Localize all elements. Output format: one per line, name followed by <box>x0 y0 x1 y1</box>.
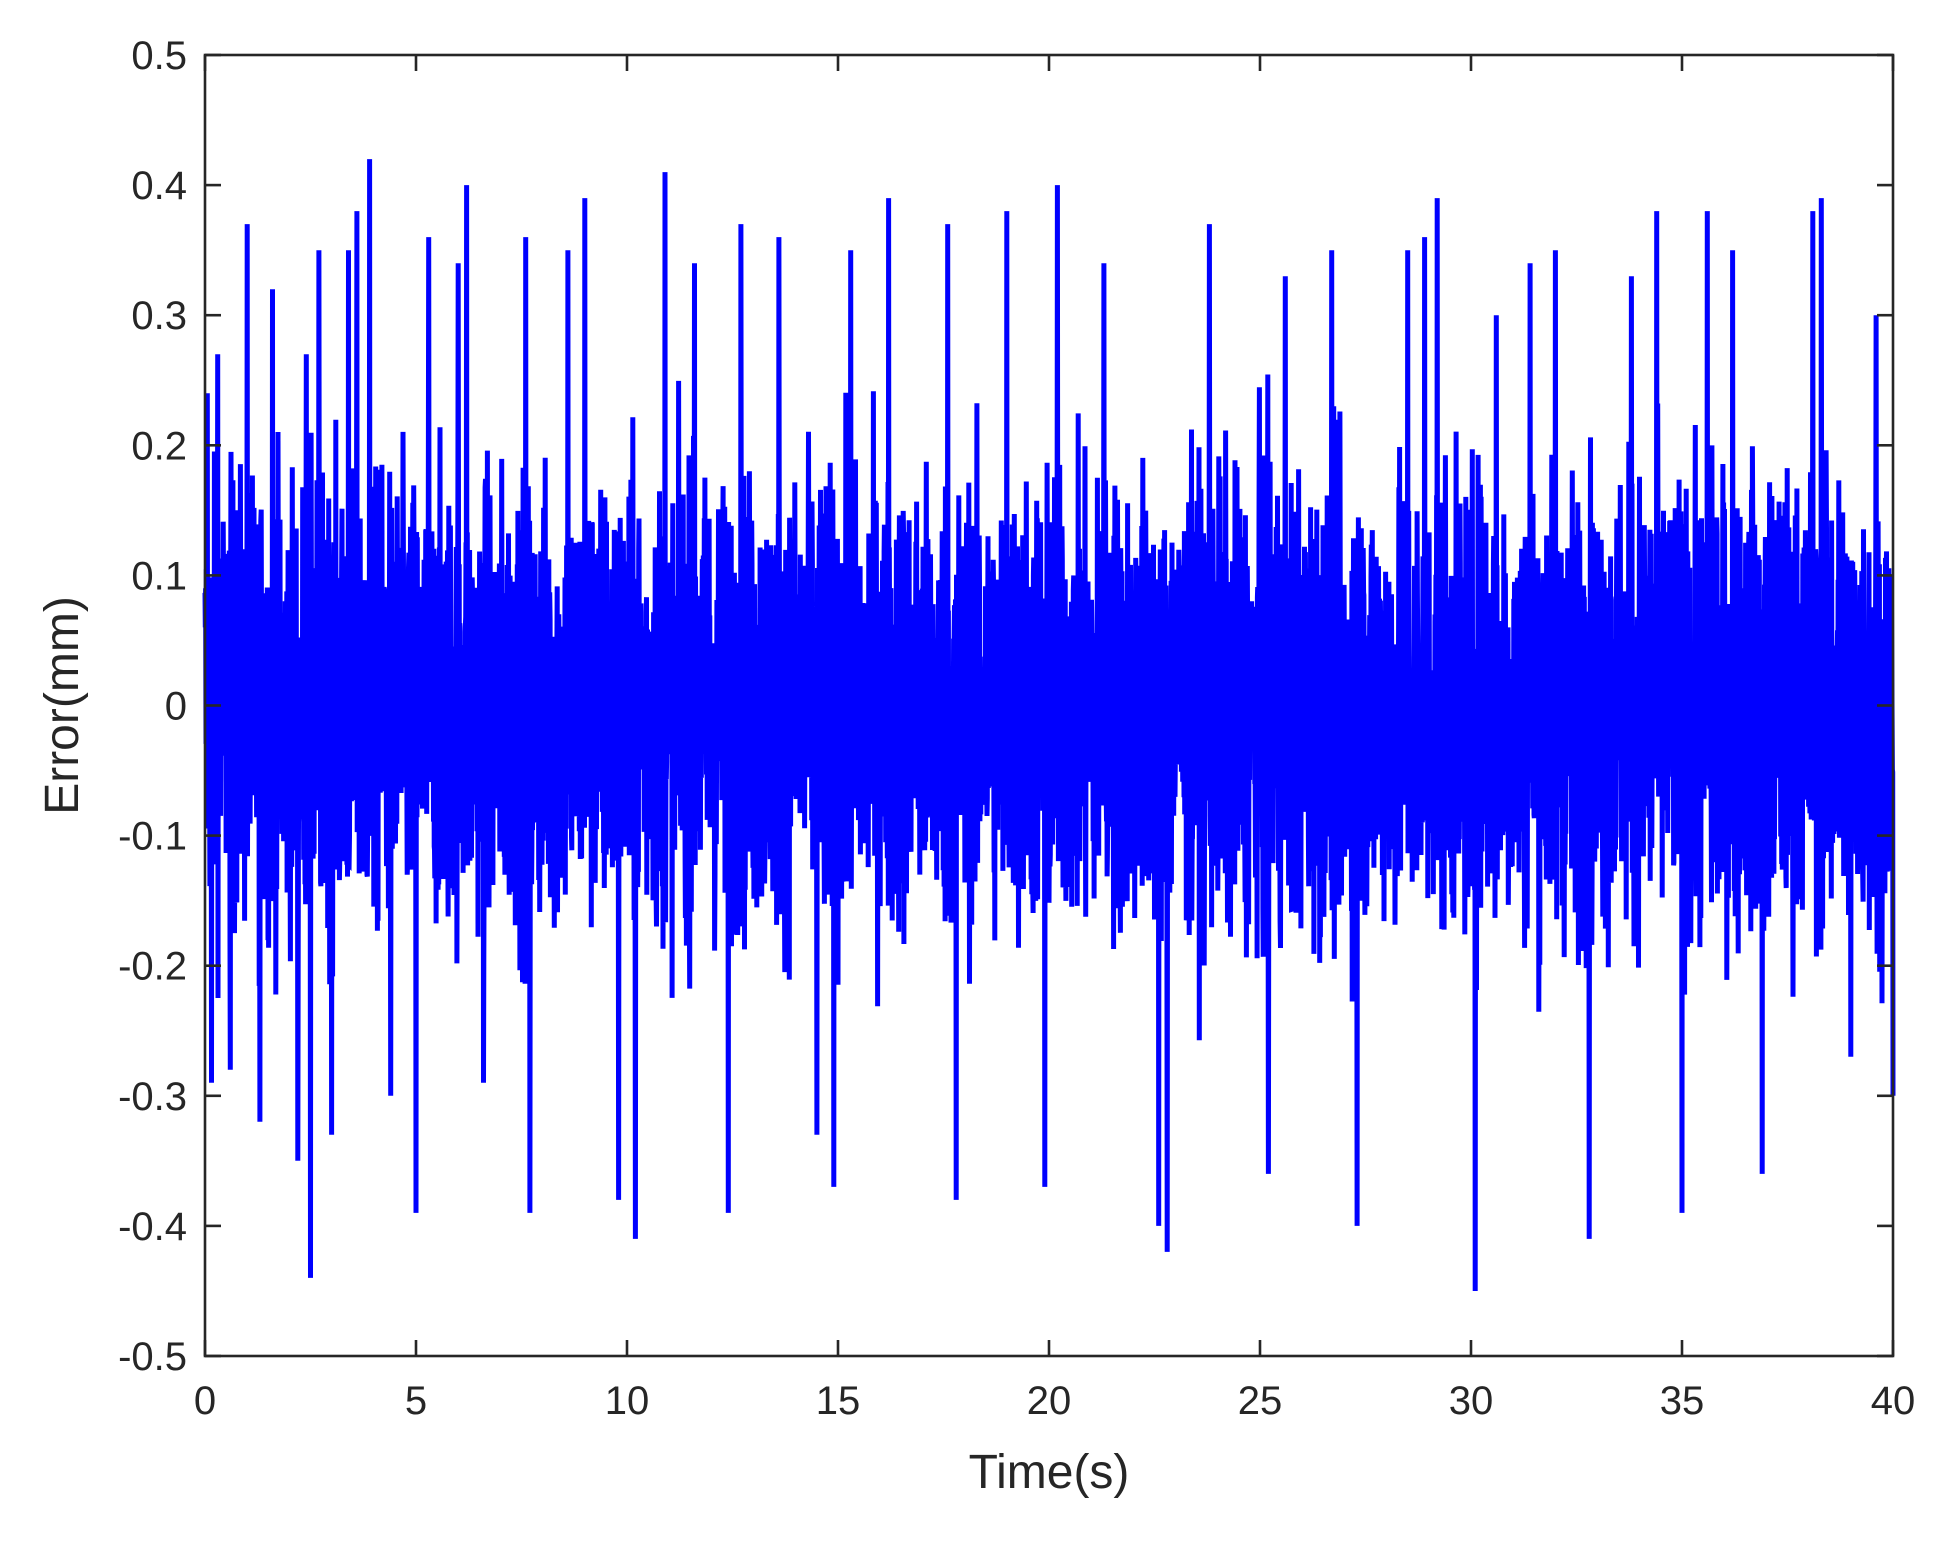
x-tick-label: 35 <box>1660 1379 1705 1423</box>
x-tick-label: 0 <box>194 1379 216 1423</box>
y-tick-label: -0.1 <box>118 815 187 859</box>
x-tick-label: 40 <box>1871 1379 1916 1423</box>
x-tick-label: 25 <box>1238 1379 1283 1423</box>
y-tick-label: -0.5 <box>118 1335 187 1379</box>
y-tick-label: 0 <box>165 685 187 729</box>
x-tick-label: 15 <box>816 1379 861 1423</box>
y-axis-label: Error(mm) <box>36 596 89 815</box>
x-tick-label: 20 <box>1027 1379 1072 1423</box>
x-tick-label: 10 <box>605 1379 650 1423</box>
y-tick-label: 0.5 <box>131 34 187 78</box>
x-tick-label: 30 <box>1449 1379 1494 1423</box>
y-tick-label: -0.3 <box>118 1075 187 1119</box>
x-axis-label: Time(s) <box>969 1446 1130 1499</box>
plot-area <box>205 55 1893 1356</box>
y-tick-label: -0.2 <box>118 945 187 989</box>
y-tick-label: 0.2 <box>131 424 187 468</box>
x-tick-label: 5 <box>405 1379 427 1423</box>
y-tick-label: 0.4 <box>131 164 187 208</box>
y-tick-label: -0.4 <box>118 1205 187 1249</box>
y-tick-label: 0.3 <box>131 294 187 338</box>
y-tick-label: 0.1 <box>131 554 187 598</box>
